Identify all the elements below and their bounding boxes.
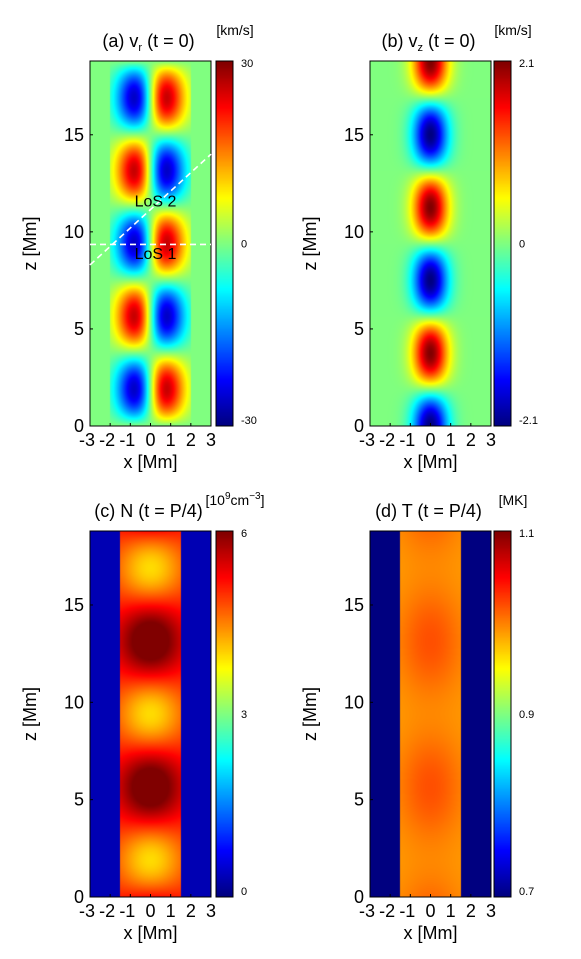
colorbar-gradient xyxy=(494,531,511,897)
x-tick-label: -1 xyxy=(119,430,135,450)
colorbar-frame xyxy=(215,530,234,898)
y-tick-label: 0 xyxy=(74,416,84,436)
x-axis-label: x [Mm] xyxy=(404,923,458,943)
colorbar: 6 3 0 xyxy=(215,528,247,898)
colorbar-tick-label: 6 xyxy=(241,528,247,540)
panel-title: (a) vr (t = 0) xyxy=(102,31,194,54)
colorbar-unit: [km/s] xyxy=(494,22,531,38)
x-tick-label: -1 xyxy=(119,901,135,921)
y-axis-label: z [Mm] xyxy=(20,217,40,271)
panel-title: (b) vz (t = 0) xyxy=(381,31,475,54)
x-tick-label: 1 xyxy=(446,430,456,450)
x-tick-label: 1 xyxy=(166,430,176,450)
x-tick-label: 1 xyxy=(446,901,456,921)
colorbar: 2.1 0 -2.1 xyxy=(493,58,538,427)
colorbar: 1.1 0.9 0.7 xyxy=(493,528,534,898)
annotation-los-1: LoS 1 xyxy=(135,246,177,263)
colorbar-tick-label: 1.1 xyxy=(519,528,534,540)
annotation-los-2: LoS 2 xyxy=(135,194,177,211)
colorbar-tick-label: -2.1 xyxy=(519,415,538,427)
colorbar-tick-label: 2.1 xyxy=(519,58,534,70)
heatmap-d xyxy=(370,531,491,897)
heatmap-b xyxy=(370,61,491,426)
x-tick-label: 0 xyxy=(145,901,155,921)
x-tick-label: 2 xyxy=(186,430,196,450)
y-tick-label: 10 xyxy=(344,692,364,712)
x-tick-label: 3 xyxy=(486,901,496,921)
colorbar-gradient xyxy=(216,61,233,426)
x-tick-label: -3 xyxy=(359,430,375,450)
colorbar-gradient xyxy=(494,61,511,426)
y-tick-label: 10 xyxy=(64,222,84,242)
x-tick-label: 0 xyxy=(425,901,435,921)
x-tick-label: -2 xyxy=(99,430,115,450)
x-tick-label: 2 xyxy=(466,901,476,921)
y-tick-label: 15 xyxy=(344,595,364,615)
x-tick-label: 3 xyxy=(206,901,216,921)
y-tick-label: 0 xyxy=(354,887,364,907)
y-tick-label: 0 xyxy=(74,887,84,907)
x-tick-label: -3 xyxy=(79,430,95,450)
x-tick-label: 0 xyxy=(425,430,435,450)
colorbar-unit: [109cm−3] xyxy=(206,491,265,508)
x-tick-label: -1 xyxy=(399,430,415,450)
x-tick-label: -1 xyxy=(399,901,415,921)
colorbar-frame xyxy=(215,60,234,427)
colorbar-tick-label: 0.9 xyxy=(519,709,534,721)
y-tick-label: 10 xyxy=(64,692,84,712)
panel-title: (d) T (t = P/4) xyxy=(375,501,482,521)
y-tick-label: 15 xyxy=(64,595,84,615)
heatmap-c xyxy=(90,531,211,897)
y-tick-label: 5 xyxy=(354,319,364,339)
colorbar-tick-label: -30 xyxy=(241,415,257,427)
x-tick-label: 2 xyxy=(186,901,196,921)
colorbar-tick-label: 0 xyxy=(519,239,525,251)
colorbar-unit: [MK] xyxy=(499,492,528,508)
x-tick-label: -2 xyxy=(99,901,115,921)
x-axis-label: x [Mm] xyxy=(404,452,458,472)
x-tick-label: -2 xyxy=(379,901,395,921)
x-axis-label: x [Mm] xyxy=(124,923,178,943)
x-tick-label: 1 xyxy=(166,901,176,921)
y-tick-label: 10 xyxy=(344,222,364,242)
colorbar: 30 0 -30 xyxy=(215,58,257,427)
y-tick-label: 5 xyxy=(74,319,84,339)
colorbar-unit: [km/s] xyxy=(216,22,253,38)
x-tick-label: 3 xyxy=(486,430,496,450)
y-tick-label: 5 xyxy=(74,790,84,810)
panel-title: (c) N (t = P/4) xyxy=(94,501,203,521)
x-tick-label: 0 xyxy=(145,430,155,450)
colorbar-tick-label: 3 xyxy=(241,709,247,721)
y-tick-label: 15 xyxy=(344,125,364,145)
x-tick-label: -3 xyxy=(79,901,95,921)
y-axis-label: z [Mm] xyxy=(20,687,40,741)
y-axis-label: z [Mm] xyxy=(300,217,320,271)
x-tick-label: 2 xyxy=(466,430,476,450)
colorbar-tick-label: 0 xyxy=(241,886,247,898)
x-axis-label: x [Mm] xyxy=(124,452,178,472)
colorbar-frame xyxy=(493,60,512,427)
colorbar-gradient xyxy=(216,531,233,897)
y-tick-label: 0 xyxy=(354,416,364,436)
colorbar-tick-label: 0.7 xyxy=(519,886,534,898)
x-tick-label: 3 xyxy=(206,430,216,450)
los-line-2 xyxy=(89,153,212,266)
x-tick-label: -3 xyxy=(359,901,375,921)
x-tick-label: -2 xyxy=(379,430,395,450)
colorbar-frame xyxy=(493,530,512,898)
y-tick-label: 5 xyxy=(354,790,364,810)
colorbar-tick-label: 30 xyxy=(241,58,253,70)
y-axis-label: z [Mm] xyxy=(300,687,320,741)
heatmap-a xyxy=(90,61,211,426)
y-tick-label: 15 xyxy=(64,125,84,145)
colorbar-tick-label: 0 xyxy=(241,239,247,251)
